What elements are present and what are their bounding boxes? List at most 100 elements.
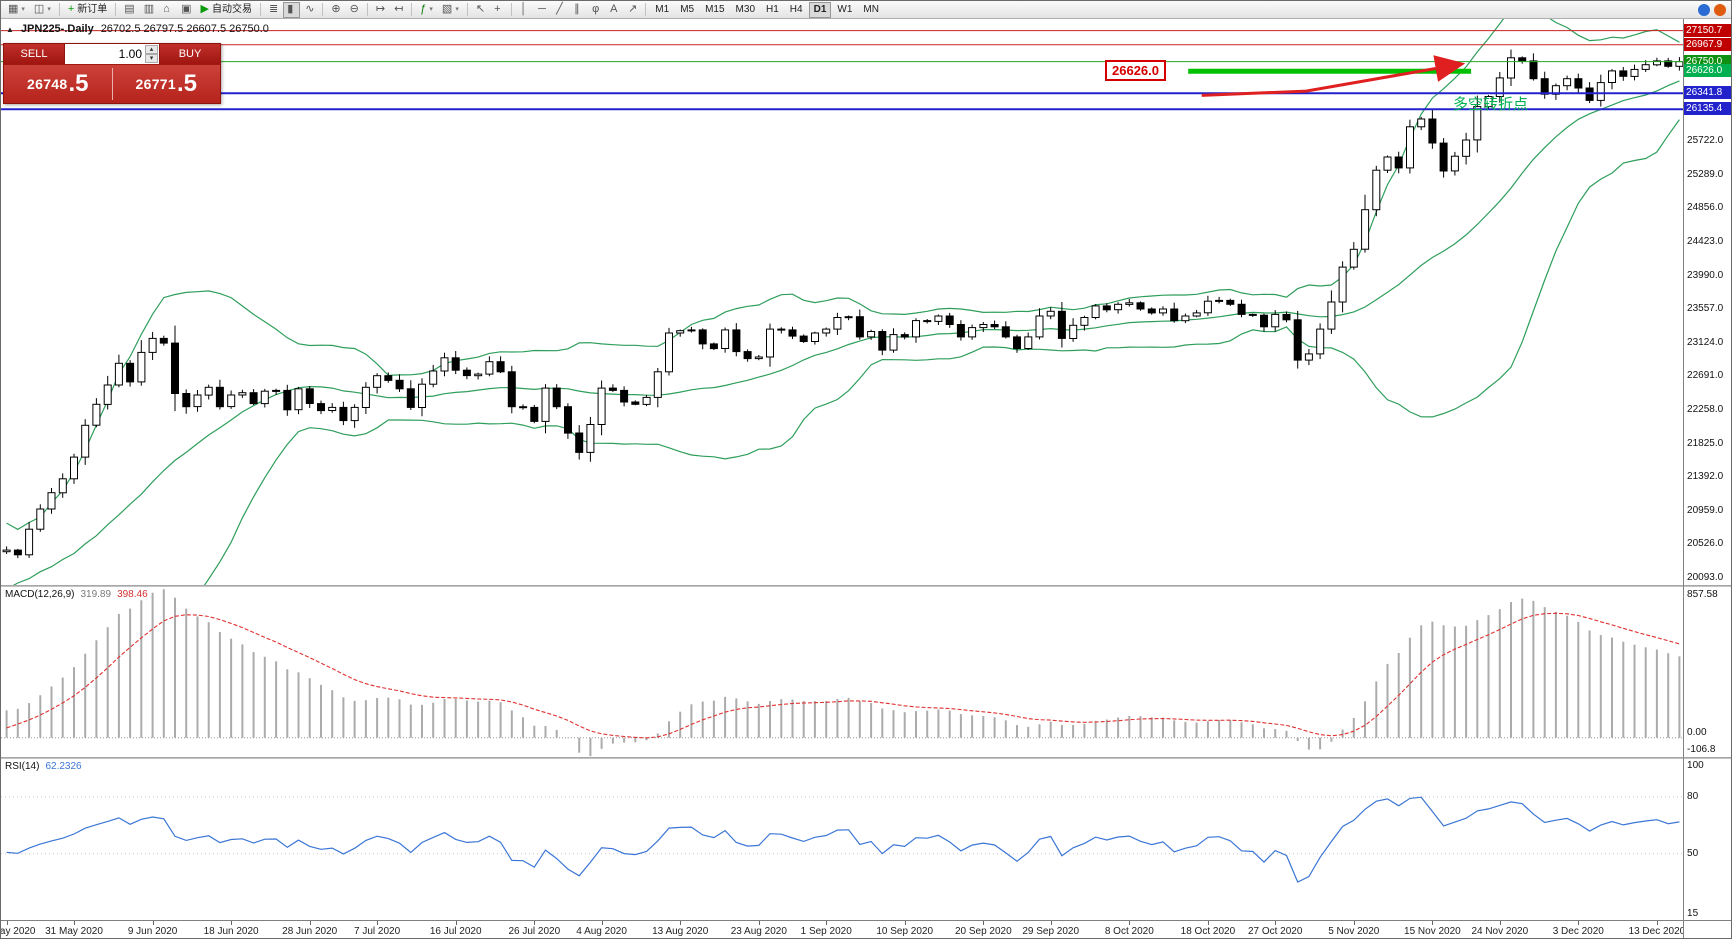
arrows-tool-button[interactable]: ↗ <box>624 2 641 18</box>
rsi-scale[interactable]: 100 80 50 15 <box>1684 759 1731 920</box>
new-chart-button[interactable]: ▦ ▾ <box>4 2 29 18</box>
timeframe-m1-button[interactable]: M1 <box>650 2 674 18</box>
auto-trading-button-icon: ▶ <box>200 3 209 15</box>
toolbar-separator <box>645 3 647 16</box>
new-order-button-label: 新订单 <box>77 3 108 15</box>
date-label: 13 Aug 2020 <box>652 926 709 937</box>
data-window-button[interactable]: ▥ <box>140 2 158 18</box>
price-tag: 26967.9 <box>1684 37 1731 51</box>
panel-splitter[interactable] <box>1 585 1684 587</box>
price-tick: 20526.0 <box>1687 538 1724 550</box>
chevron-down-icon: ▾ <box>429 6 433 13</box>
price-tag: 26135.4 <box>1684 102 1731 116</box>
price-tick: 25289.0 <box>1687 168 1724 180</box>
market-watch-button[interactable]: ▤ <box>120 2 138 18</box>
macd-chart[interactable] <box>1 587 1684 757</box>
macd-scale[interactable]: 857.58 0.00 -106.8 <box>1684 587 1731 757</box>
date-tick-mark <box>455 921 457 925</box>
chart-title: ▲ JPN225-.Daily 26702.5 26797.5 26607.5 … <box>6 23 269 35</box>
profiles-button[interactable]: ◫ ▾ <box>30 2 55 18</box>
main-chart-panel: ▲ JPN225-.Daily 26702.5 26797.5 26607.5 … <box>1 19 1684 585</box>
date-tick-mark <box>309 921 311 925</box>
panel-splitter[interactable] <box>1684 585 1731 587</box>
sell-price-button[interactable]: 26748 .5 <box>4 65 112 103</box>
price-tick: 24423.0 <box>1687 236 1724 248</box>
toolbar-separator <box>511 3 513 16</box>
new-order-button[interactable]: + 新订单 <box>64 2 111 18</box>
timeframe-h4-button[interactable]: H4 <box>785 2 808 18</box>
buy-price-button[interactable]: 26771 .5 <box>113 65 221 103</box>
price-divider <box>111 68 113 100</box>
toolbar-separator <box>322 3 324 16</box>
timeframe-w1-button[interactable]: W1 <box>832 2 857 18</box>
candlestick-mode-button[interactable]: ▮ <box>283 1 301 18</box>
vertical-line-tool-button-icon: │ <box>520 3 527 15</box>
rsi-chart[interactable] <box>1 759 1684 920</box>
date-tick-mark <box>680 921 682 925</box>
crosshair-tool-button[interactable]: + <box>490 2 507 18</box>
one-click-arrow-icon[interactable]: ▲ <box>6 24 14 34</box>
horizontal-line-tool-button[interactable]: ─ <box>534 2 551 18</box>
navigator-button[interactable]: ⌂ <box>159 2 176 18</box>
panel-splitter[interactable] <box>1684 757 1731 759</box>
channel-tool-button[interactable]: ∥ <box>570 2 587 18</box>
market-watch-button-icon: ▤ <box>124 3 135 15</box>
date-tick-mark <box>601 921 603 925</box>
date-tick-mark <box>1578 921 1580 925</box>
date-label: 31 May 2020 <box>45 926 103 937</box>
chart-shift-button[interactable]: ↤ <box>390 2 407 18</box>
volume-stepper: ▴ ▾ <box>145 45 158 63</box>
zoom-out-button[interactable]: ⊖ <box>346 2 363 18</box>
cursor-tool-button[interactable]: ↖ <box>472 2 489 18</box>
price-tick: 25722.0 <box>1687 135 1724 147</box>
toolbar-separator <box>411 3 413 16</box>
auto-trading-button[interactable]: ▶ 自动交易 <box>197 2 256 18</box>
community-icon[interactable] <box>1698 3 1710 16</box>
candlestick-chart[interactable] <box>1 19 1684 585</box>
timeframe-m30-button[interactable]: M30 <box>731 2 760 18</box>
zoom-in-button[interactable]: ⊕ <box>327 2 344 18</box>
bar-chart-mode-button[interactable]: ≣ <box>265 2 282 18</box>
templates-button[interactable]: ▧ ▾ <box>438 2 463 18</box>
price-tick: 20093.0 <box>1687 571 1724 583</box>
timeframe-mn-button[interactable]: MN <box>858 2 884 18</box>
panel-splitter[interactable] <box>1 757 1684 759</box>
macd-scale-tick: -106.8 <box>1687 744 1716 755</box>
date-label: 16 Jul 2020 <box>429 926 482 937</box>
auto-trading-button-label: 自动交易 <box>211 3 252 15</box>
timeframe-m15-button[interactable]: M15 <box>700 2 729 18</box>
channel-tool-button-icon: ∥ <box>574 3 580 15</box>
timeframe-m5-button[interactable]: M5 <box>675 2 699 18</box>
line-chart-mode-button[interactable]: ∿ <box>301 2 318 18</box>
vertical-line-tool-button[interactable]: │ <box>516 2 533 18</box>
turning-point-label[interactable]: 多空转折点 <box>1453 96 1529 113</box>
date-tick-mark <box>1207 921 1209 925</box>
candlestick-mode-button-icon: ▮ <box>287 3 294 15</box>
toolbar-separator <box>466 3 468 16</box>
date-tick-mark <box>1432 921 1434 925</box>
buy-button[interactable]: BUY <box>160 44 220 64</box>
terminal-button[interactable]: ▣ <box>177 2 195 18</box>
timeframe-d1-button[interactable]: D1 <box>808 1 832 18</box>
auto-scroll-button[interactable]: ↦ <box>372 2 389 18</box>
volume-input[interactable]: 1.00 ▴ ▾ <box>64 44 160 64</box>
chevron-down-icon: ▾ <box>47 6 51 13</box>
auto-scroll-button-icon: ↦ <box>375 3 386 15</box>
timeframe-h1-button[interactable]: H1 <box>761 2 784 18</box>
date-label: 18 Jun 2020 <box>203 926 259 937</box>
indicators-button[interactable]: ƒ ▾ <box>416 2 437 18</box>
volume-up-icon[interactable]: ▴ <box>145 45 158 54</box>
volume-down-icon[interactable]: ▾ <box>145 54 158 63</box>
time-axis[interactable]: 21 May 2020 31 May 2020 9 Jun 2020 18 Jun 2… <box>1 920 1684 938</box>
price-callout[interactable]: 26626.0 <box>1105 60 1166 82</box>
fibonacci-tool-button[interactable]: φ <box>588 2 605 18</box>
sell-price-main: 26748 <box>27 76 68 92</box>
text-tool-button[interactable]: A <box>606 2 623 18</box>
date-tick-mark <box>1353 921 1355 925</box>
alert-icon[interactable] <box>1714 3 1726 16</box>
macd-panel: MACD(12,26,9) 319.89 398.46 <box>1 587 1684 757</box>
main-price-scale[interactable]: 25722.0 25289.0 24856.0 24423.0 23990.0 23557… <box>1684 19 1731 585</box>
trendline-tool-button[interactable]: ╱ <box>552 2 569 18</box>
date-label: 27 Oct 2020 <box>1247 926 1303 937</box>
sell-button[interactable]: SELL <box>4 44 64 64</box>
